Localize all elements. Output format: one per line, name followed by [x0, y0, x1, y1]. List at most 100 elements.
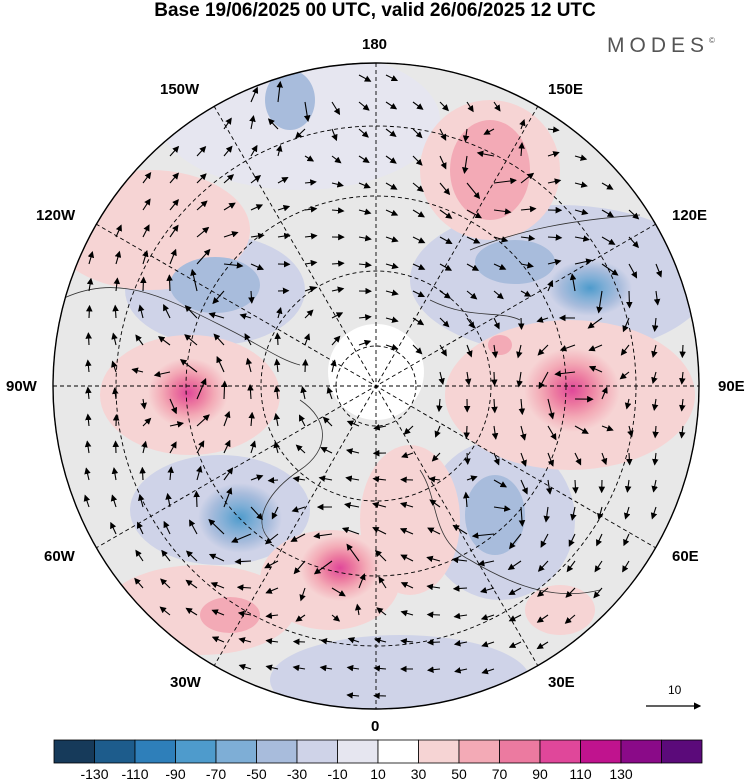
wind-vector [652, 452, 659, 466]
wind-vector [295, 128, 306, 139]
wind-vector [346, 543, 360, 562]
wind-vector [596, 290, 603, 314]
wind-vector [267, 118, 279, 130]
wind-vector [519, 119, 526, 130]
wind-vector [493, 208, 512, 215]
reference-vector-label: 10 [668, 683, 682, 697]
wind-vector [574, 181, 588, 188]
neg-core-siberia-east [548, 260, 632, 316]
colorbar [53, 739, 703, 764]
colorbar-swatch [215, 739, 257, 764]
wind-vector [358, 573, 366, 589]
wind-vector [559, 344, 576, 352]
wind-vector [385, 182, 398, 190]
wind-vector [491, 425, 499, 440]
wind-vector [588, 365, 603, 373]
anomaly-field [53, 63, 699, 709]
wind-vector [138, 304, 145, 319]
wind-vector [400, 582, 414, 589]
colorbar-tick-label: -30 [286, 766, 308, 782]
wind-vector [291, 506, 306, 513]
wind-vector [319, 664, 333, 672]
wind-vector [566, 560, 576, 573]
wind-vector [273, 441, 280, 454]
colorbar-tick-label: -110 [121, 766, 149, 782]
wind-vector [679, 398, 686, 412]
wind-vector [249, 115, 256, 130]
wind-vector [140, 276, 147, 292]
colorbar-swatch [661, 739, 703, 764]
wind-vector [568, 533, 576, 547]
wind-vector [131, 367, 144, 374]
wind-vector [85, 332, 92, 346]
wind-vector [265, 612, 279, 619]
wind-vector [346, 664, 360, 672]
wind-vector [385, 101, 398, 110]
wind-vector [113, 277, 121, 292]
wind-vector [516, 344, 523, 359]
wind-vector [536, 641, 549, 650]
wind-vector [518, 398, 526, 416]
wind-vector [464, 371, 472, 386]
wind-vector [429, 499, 441, 508]
wind-vector [166, 274, 173, 292]
pos-core-north-atlantic [300, 535, 380, 601]
wind-vector [520, 205, 537, 213]
wind-vector [491, 371, 498, 387]
wind-vector [249, 440, 257, 454]
wind-vector [574, 258, 593, 265]
wind-vector [508, 641, 522, 648]
wind-vector [574, 154, 588, 161]
wind-vector [547, 279, 554, 292]
wind-vector [331, 101, 341, 116]
wind-vector [412, 263, 426, 270]
wind-vector [265, 637, 279, 645]
wind-vector [593, 587, 603, 599]
wind-vector [434, 425, 441, 438]
pos-core-small [488, 335, 512, 355]
wind-vector [304, 155, 315, 162]
wind-vector [385, 289, 399, 296]
wind-vector [601, 182, 614, 190]
wind-vector [537, 344, 549, 356]
wind-vector [142, 417, 152, 427]
wind-vector [313, 560, 333, 575]
wind-vector [651, 344, 658, 358]
wind-vector [303, 101, 311, 122]
wind-vector [624, 479, 632, 493]
wind-vector [400, 554, 414, 562]
wind-vector [265, 587, 279, 594]
wind-vector [300, 386, 307, 400]
wind-vector [508, 533, 522, 550]
pos-core-hudson [148, 358, 228, 428]
wind-vector [385, 155, 397, 164]
wind-vector [292, 475, 306, 483]
wind-vector [290, 533, 306, 542]
wind-vector [547, 234, 563, 241]
colorbar-swatch [539, 739, 581, 764]
wind-vector [142, 224, 150, 238]
wind-vector [216, 355, 225, 373]
wind-vector [463, 425, 470, 440]
wind-vector [481, 667, 495, 675]
wind-vector [85, 304, 93, 319]
wind-vector [483, 128, 495, 135]
wind-vector [331, 614, 341, 622]
wind-vector [601, 236, 616, 245]
wind-vector [185, 550, 198, 562]
wind-vector [400, 638, 414, 645]
wind-vector [112, 387, 119, 400]
wind-vector [304, 286, 317, 293]
wind-vector [623, 506, 631, 520]
wind-vector [508, 614, 522, 622]
wind-vector [401, 451, 414, 459]
wind-vector [244, 333, 252, 346]
wind-vector [223, 202, 236, 211]
wind-vector [264, 560, 279, 569]
wind-vector [520, 234, 536, 242]
wind-vector [276, 307, 283, 319]
wind-vector [295, 444, 306, 454]
wind-vector [331, 155, 342, 164]
colorbar-swatch [175, 739, 217, 764]
wind-vector [493, 505, 511, 512]
